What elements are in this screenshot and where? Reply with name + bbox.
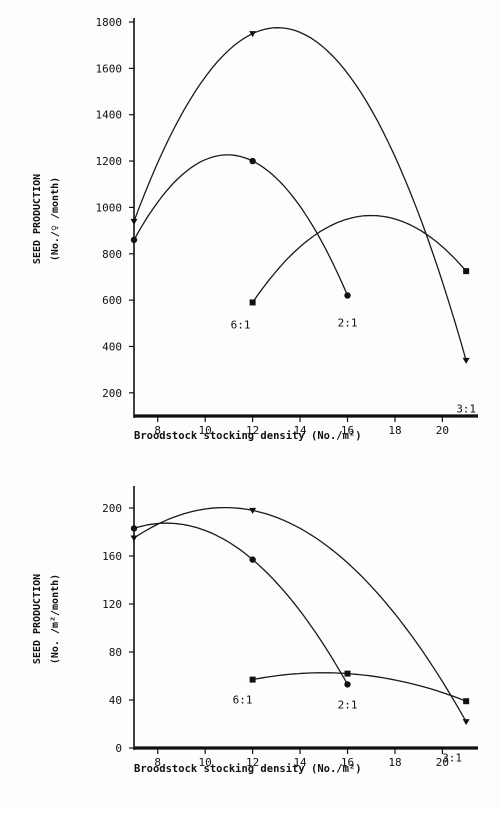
series-line-6-1: [252, 672, 467, 702]
x-tick-label: 12: [246, 424, 259, 437]
data-point: [344, 681, 351, 688]
x-tick-label: 16: [341, 424, 354, 437]
data-point: [130, 535, 138, 542]
series-label: 2:1: [338, 698, 358, 711]
data-point: [130, 236, 138, 244]
y-axis-label-units: (No. /m²/month): [50, 574, 61, 664]
x-tick-label: 18: [388, 756, 401, 769]
data-point: [249, 507, 257, 514]
x-tick-label: 14: [293, 424, 307, 437]
y-tick-label: 80: [109, 646, 122, 659]
data-point: [130, 218, 138, 225]
data-point: [462, 357, 470, 364]
series-label: 6:1: [231, 318, 251, 331]
x-tick-label: 16: [341, 756, 354, 769]
y-tick-label: 400: [102, 340, 122, 353]
data-point: [249, 157, 256, 165]
x-axis-label: Broodstock stocking density (No./m²): [134, 430, 362, 442]
chart-bottom: 0 40 80 120 160 200 8 10 12 14 16 18 20 SEED PRODUCTI…: [32, 486, 478, 775]
data-point: [249, 299, 256, 306]
data-point: [344, 670, 351, 677]
data-point: [462, 719, 470, 726]
data-point: [463, 698, 470, 705]
data-point: [130, 525, 138, 532]
chart-top: 200 400 600 800 1000 1200 1400 1600 1800 8 10 12 14 1…: [32, 16, 478, 442]
y-axis-label-units: (No./♀ /month): [50, 177, 61, 261]
series-line-2-1: [133, 522, 349, 685]
y-tick-label: 1600: [96, 62, 123, 75]
series-line-2-1: [133, 154, 349, 296]
data-point: [463, 268, 470, 275]
series-label: 2:1: [338, 316, 358, 329]
y-tick-label: 40: [109, 694, 122, 707]
y-tick-label: 800: [102, 248, 122, 261]
x-tick-label: 14: [293, 756, 307, 769]
data-point: [249, 31, 257, 38]
y-tick-label: 160: [102, 550, 122, 563]
series-line-6-1: [252, 214, 467, 303]
x-tick-label: 12: [246, 756, 259, 769]
y-tick-label: 120: [102, 598, 122, 611]
series-line-3-1: [133, 506, 467, 722]
y-tick-label: 0: [115, 742, 122, 755]
x-tick-label: 8: [154, 756, 161, 769]
series-label: 3:1: [442, 752, 462, 765]
y-axis-label: SEED PRODUCTION: [32, 174, 43, 264]
y-tick-label: 1000: [96, 201, 123, 214]
series-line-3-1: [133, 27, 467, 361]
y-tick-label: 1400: [96, 109, 123, 122]
y-tick-label: 1200: [96, 155, 123, 168]
x-tick-label: 8: [154, 424, 161, 437]
x-tick-label: 20: [436, 424, 449, 437]
x-tick-label: 18: [388, 424, 401, 437]
x-tick-label: 20: [436, 756, 449, 769]
y-tick-label: 200: [102, 387, 122, 400]
x-tick-label: 10: [199, 424, 212, 437]
y-axis-label: SEED PRODUCTION: [32, 574, 43, 664]
series-label: 6:1: [233, 694, 253, 707]
x-tick-label: 10: [199, 756, 212, 769]
data-point: [249, 556, 256, 563]
data-point: [249, 676, 256, 683]
y-tick-label: 200: [102, 502, 122, 515]
series-label: 3:1: [456, 402, 476, 415]
data-point: [344, 292, 351, 299]
y-tick-label: 1800: [96, 16, 123, 29]
x-axis-label: Broodstock stocking density (No./m²): [134, 763, 362, 775]
y-tick-label: 600: [102, 294, 122, 307]
